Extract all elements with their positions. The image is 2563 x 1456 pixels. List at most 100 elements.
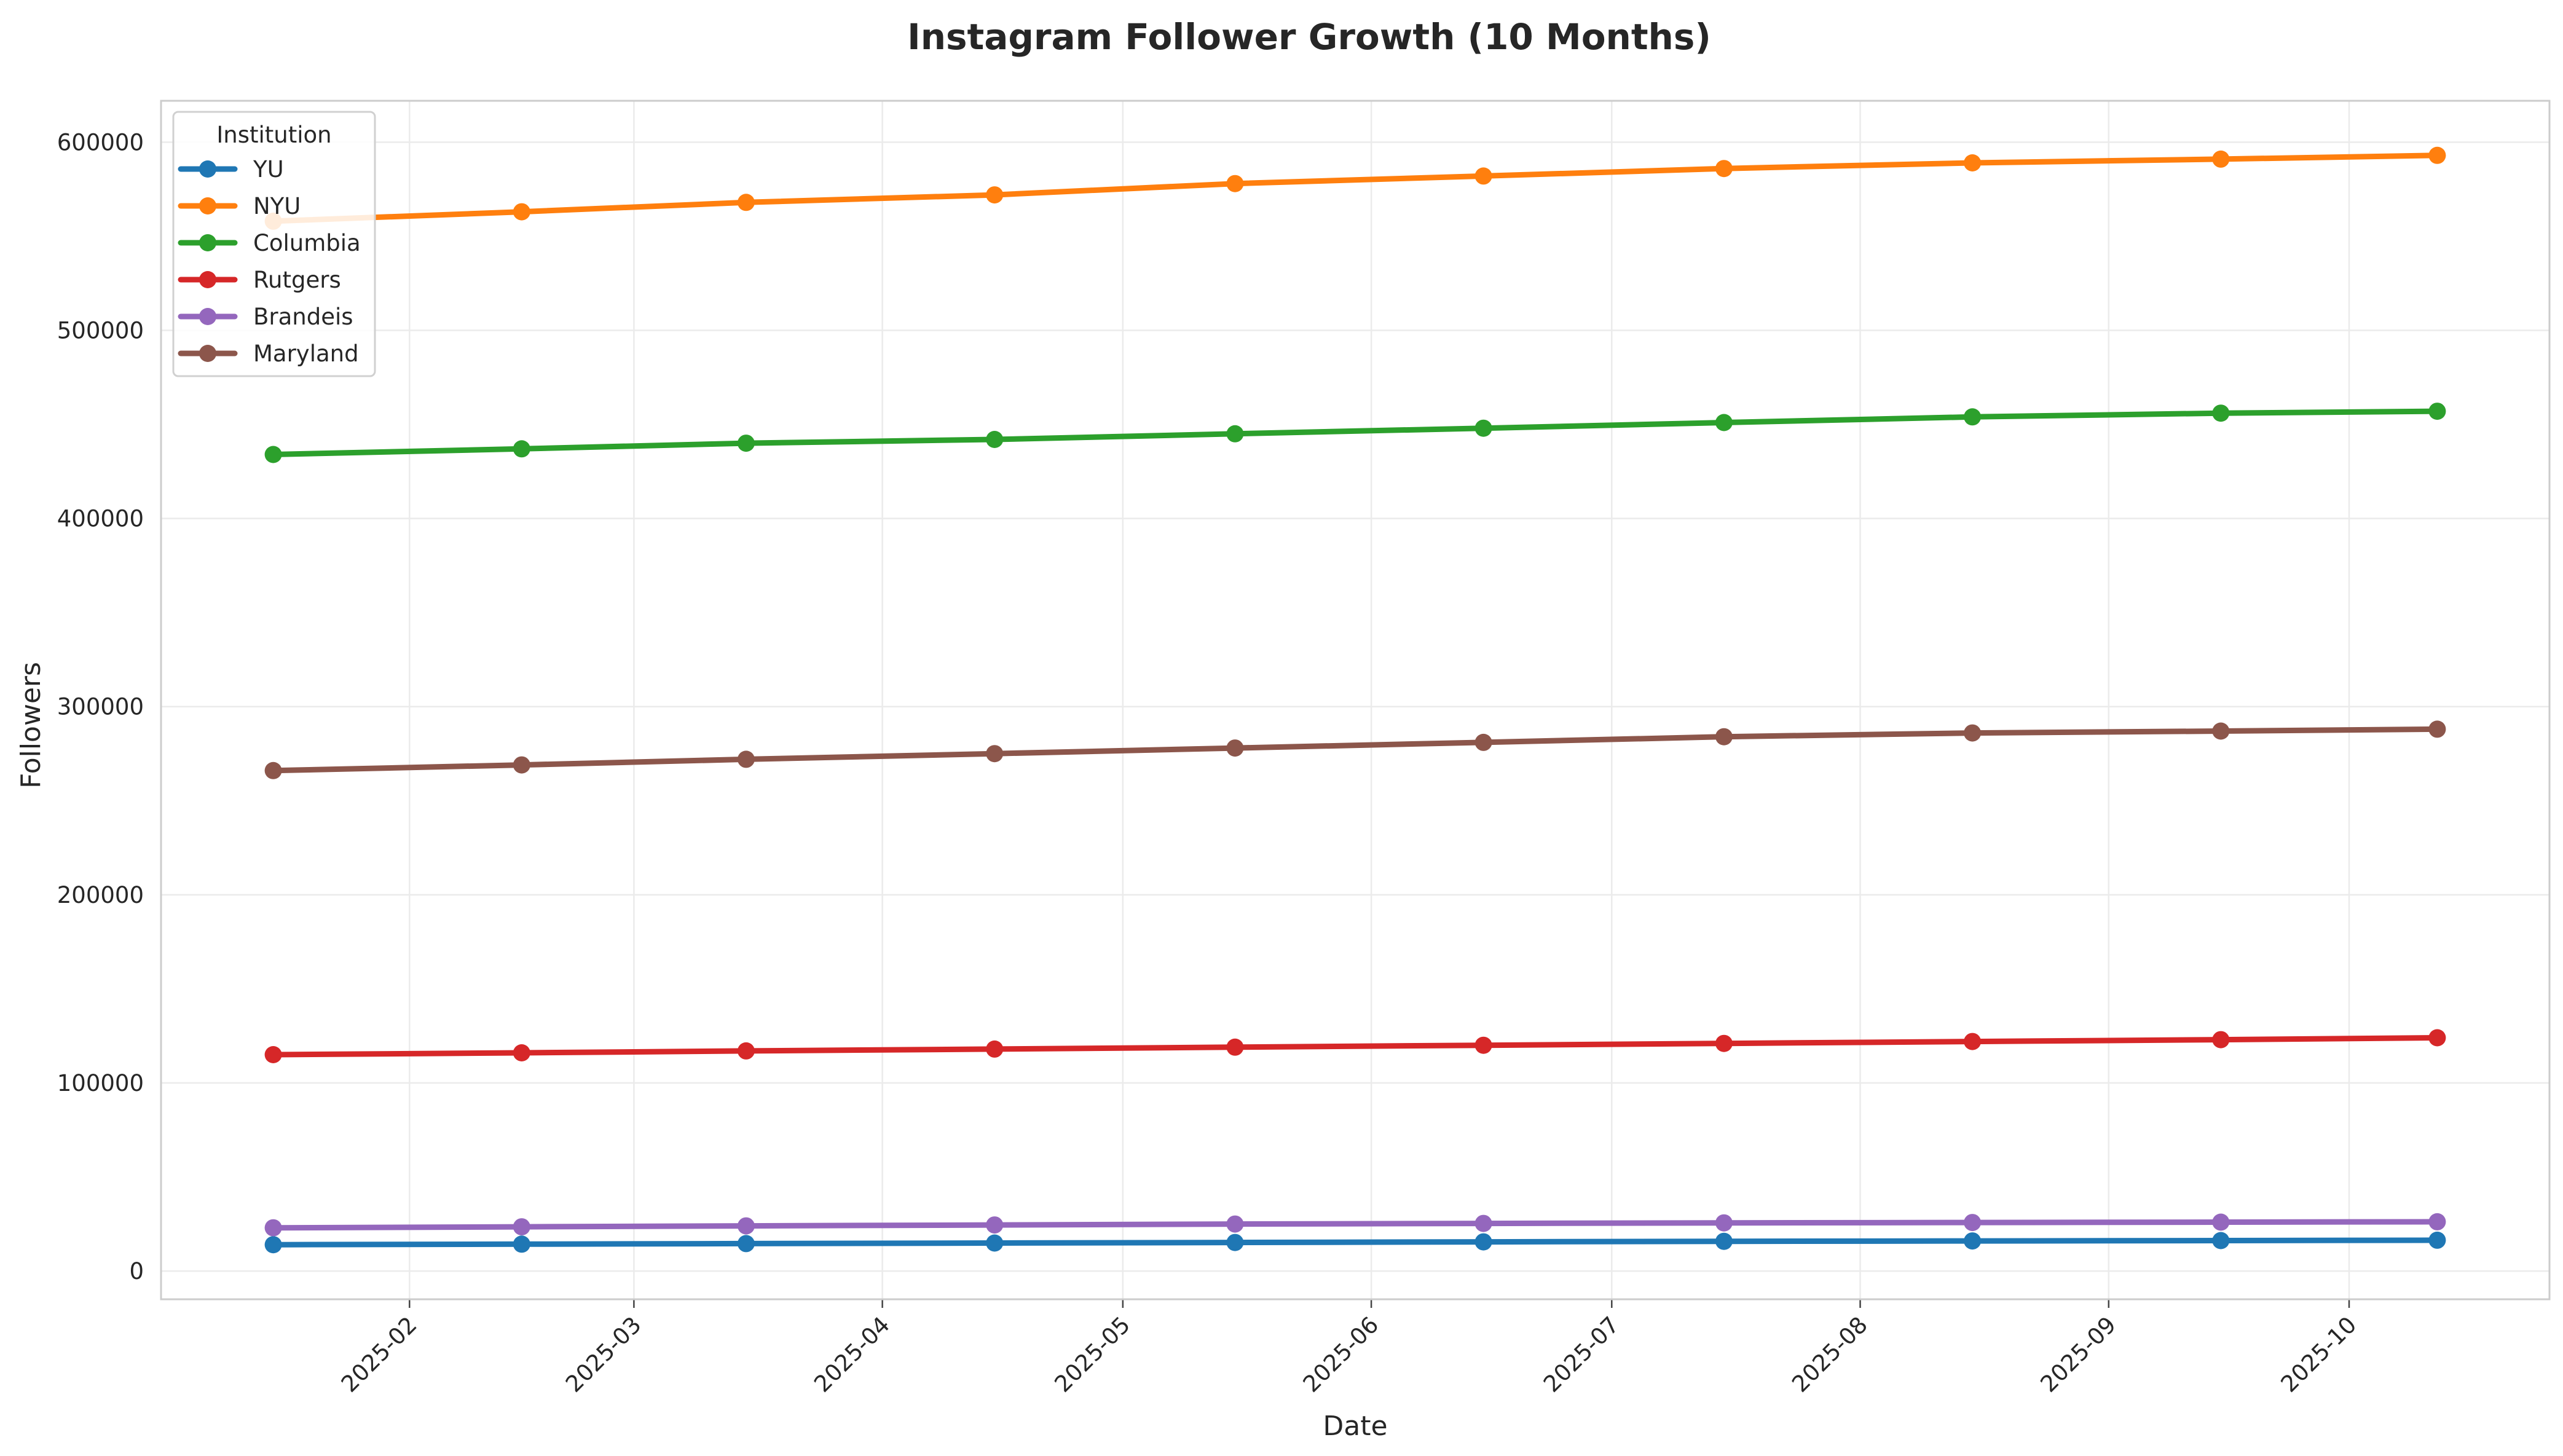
data-point [264, 761, 282, 779]
data-point [2212, 1031, 2230, 1049]
data-point [264, 1046, 282, 1063]
data-point [1474, 419, 1492, 437]
legend-marker [199, 308, 216, 325]
data-point [737, 194, 755, 211]
data-point [986, 186, 1004, 204]
data-point [2428, 1029, 2446, 1047]
series-line [270, 1237, 2440, 1248]
legend: Institution YU NYU Columbia Rutgers Brandeis… [172, 111, 376, 377]
legend-item: Rutgers [178, 267, 341, 293]
legend-marker [199, 197, 216, 214]
legend-label: Columbia [253, 230, 361, 256]
y-tick-label: 300000 [57, 694, 144, 720]
data-point [1715, 414, 1733, 431]
legend-marker [199, 234, 216, 251]
data-point [1474, 167, 1492, 185]
series-line [270, 152, 2440, 224]
data-point [2212, 150, 2230, 168]
data-point [2428, 720, 2446, 738]
series-maryland [264, 720, 2446, 779]
data-point [1964, 1232, 1982, 1250]
data-point [1964, 1214, 1982, 1232]
data-point [1226, 1038, 1244, 1056]
data-point [1226, 175, 1244, 192]
legend-label: Brandeis [253, 304, 353, 330]
data-point [2428, 1231, 2446, 1249]
data-point [986, 1234, 1004, 1252]
data-point [513, 1235, 530, 1253]
data-point [1226, 1234, 1244, 1251]
data-point [1964, 724, 1982, 742]
y-axis-label: Followers [15, 662, 47, 789]
y-tick-label: 600000 [57, 129, 144, 155]
data-point [264, 1236, 282, 1254]
legend-marker [199, 345, 216, 362]
data-point [264, 446, 282, 463]
data-point [513, 1218, 530, 1236]
y-tick-label: 0 [129, 1258, 144, 1285]
legend-box [172, 111, 376, 377]
y-tick-label: 200000 [57, 882, 144, 908]
data-point [1474, 1214, 1492, 1232]
series-line [270, 1219, 2440, 1231]
series-columbia [264, 403, 2446, 463]
data-point [2212, 404, 2230, 422]
data-point [513, 1044, 530, 1061]
data-point [2428, 1213, 2446, 1230]
data-point [986, 431, 1004, 448]
legend-marker [199, 160, 216, 178]
legend-item: NYU [178, 193, 301, 219]
data-point [737, 1042, 755, 1060]
series-brandeis [264, 1213, 2446, 1237]
series-rutgers [264, 1029, 2446, 1063]
y-tick-label: 500000 [57, 317, 144, 344]
series-line [270, 726, 2440, 774]
data-point [737, 435, 755, 452]
chart-title: Instagram Follower Growth (10 Months) [907, 16, 1711, 58]
data-point [513, 440, 530, 458]
data-point [1964, 408, 1982, 426]
data-point [513, 203, 530, 221]
data-point [1715, 728, 1733, 746]
data-point [264, 1219, 282, 1237]
data-point [1474, 1233, 1492, 1251]
data-point [986, 1216, 1004, 1234]
data-point [2428, 146, 2446, 164]
data-point [1964, 154, 1982, 171]
legend-title: Institution [216, 122, 331, 148]
data-point [1226, 1215, 1244, 1233]
data-point [1715, 1214, 1733, 1232]
plot-area [160, 100, 2551, 1301]
legend-item: YU [178, 156, 284, 183]
data-point [2428, 403, 2446, 420]
data-point [2212, 722, 2230, 740]
y-tick-label: 100000 [57, 1070, 144, 1096]
series-line [270, 1035, 2440, 1058]
series-yu [264, 1231, 2446, 1254]
series-line [270, 408, 2440, 457]
legend-label: Maryland [253, 340, 359, 367]
data-point [2212, 1232, 2230, 1249]
data-point [1715, 160, 1733, 178]
y-tick-label: 400000 [57, 506, 144, 532]
data-point [2212, 1213, 2230, 1231]
series-lines [264, 146, 2446, 1254]
data-point [737, 1217, 755, 1235]
legend-item: Columbia [178, 230, 361, 256]
data-point [737, 1235, 755, 1253]
data-point [1474, 1036, 1492, 1054]
data-point [1226, 739, 1244, 757]
data-point [737, 750, 755, 768]
legend-marker [199, 271, 216, 288]
legend-label: Rutgers [253, 267, 341, 293]
data-point [1226, 425, 1244, 443]
data-point [986, 745, 1004, 763]
data-point [1964, 1033, 1982, 1050]
data-point [1715, 1034, 1733, 1052]
legend-item: Brandeis [178, 304, 353, 330]
grid [161, 101, 2549, 1308]
data-point [986, 1040, 1004, 1058]
x-axis-label: Date [1323, 1411, 1387, 1442]
